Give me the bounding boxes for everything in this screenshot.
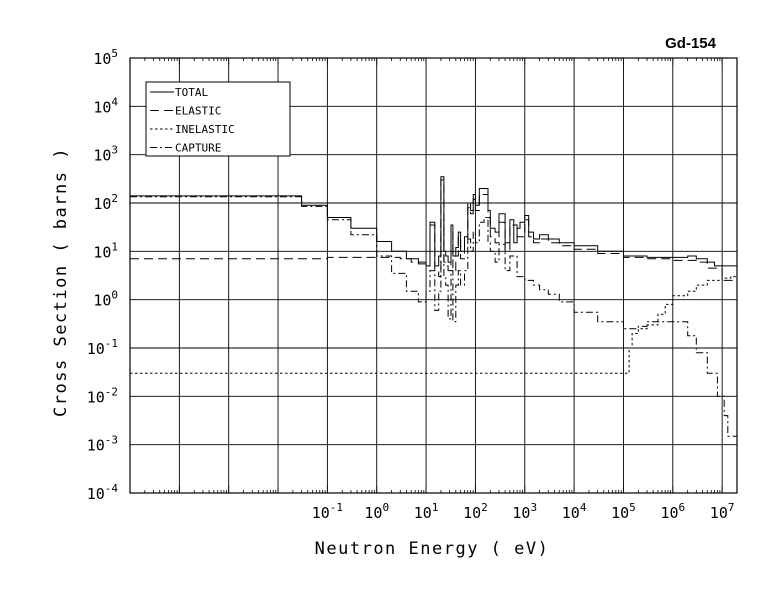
y-tick-label: 10-1 xyxy=(87,337,118,358)
x-tick-label: 10-1 xyxy=(312,501,343,522)
legend: TOTAL ELASTIC INELASTIC CAPTURE xyxy=(145,81,291,157)
x-tick-label: 104 xyxy=(562,501,587,522)
y-axis-label: Cross Section ( barns ) xyxy=(51,147,71,417)
y-tick-label: 10-3 xyxy=(87,434,118,455)
x-tick-label: 101 xyxy=(414,501,439,522)
y-tick-label: 103 xyxy=(93,144,118,165)
x-axis-label: Neutron Energy ( eV) xyxy=(315,539,550,559)
plot-frame xyxy=(129,57,738,494)
chart-title: Gd-154 xyxy=(665,35,717,52)
legend-label: ELASTIC xyxy=(175,105,221,118)
y-tick-label: 100 xyxy=(93,289,118,310)
series-layer xyxy=(130,176,738,445)
x-tick-label: 107 xyxy=(710,501,735,522)
x-tick-labels: 10-1 100 101 102 103 104 105 106 107 xyxy=(312,501,735,522)
y-tick-labels: 105 104 103 102 101 100 10-1 10-2 10-3 10-4 xyxy=(87,47,119,503)
y-tick-label: 104 xyxy=(93,95,118,116)
y-tick-label: 10-2 xyxy=(87,385,118,406)
x-tick-label: 106 xyxy=(660,501,685,522)
x-tick-label: 102 xyxy=(463,501,488,522)
y-tick-label: 105 xyxy=(93,47,118,68)
x-tick-label: 105 xyxy=(611,501,636,522)
y-tick-label: 102 xyxy=(93,192,118,213)
x-tick-label: 103 xyxy=(512,501,537,522)
legend-label: INELASTIC xyxy=(175,123,235,136)
legend-label: TOTAL xyxy=(175,86,208,99)
x-tick-label: 100 xyxy=(364,501,389,522)
y-tick-label: 10-4 xyxy=(87,482,119,503)
legend-box xyxy=(145,81,291,157)
series-line-capture xyxy=(130,196,738,445)
y-tick-label: 101 xyxy=(93,240,118,261)
legend-label: CAPTURE xyxy=(175,142,221,155)
series-line-elastic xyxy=(130,179,738,281)
